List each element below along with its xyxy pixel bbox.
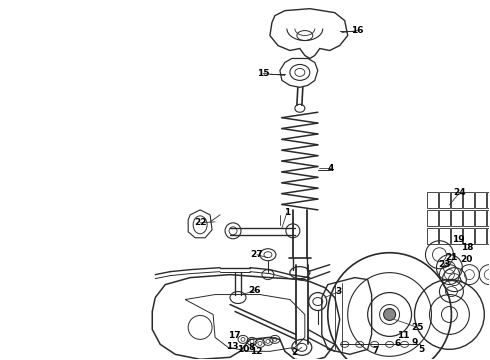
Text: 25: 25: [411, 323, 424, 332]
Text: 16: 16: [351, 26, 364, 35]
Text: 20: 20: [460, 255, 472, 264]
Bar: [451, 210, 463, 226]
Text: 5: 5: [418, 345, 425, 354]
Text: 22: 22: [194, 218, 206, 227]
Text: 7: 7: [372, 346, 379, 355]
Bar: [488, 228, 490, 244]
Text: 18: 18: [461, 243, 474, 252]
Bar: [427, 210, 439, 226]
Bar: [440, 192, 450, 208]
Bar: [440, 210, 450, 226]
Bar: [464, 210, 474, 226]
Text: 11: 11: [397, 331, 410, 340]
Text: 13: 13: [226, 342, 238, 351]
Text: 24: 24: [453, 188, 465, 197]
Text: 9: 9: [411, 338, 417, 347]
Text: 1: 1: [284, 208, 290, 217]
Text: 15: 15: [257, 69, 269, 78]
Text: 8: 8: [249, 343, 255, 352]
Bar: [464, 228, 474, 244]
Bar: [488, 210, 490, 226]
Bar: [451, 228, 463, 244]
Text: 27: 27: [251, 250, 263, 259]
Bar: [464, 192, 474, 208]
Bar: [451, 192, 463, 208]
Text: 21: 21: [445, 253, 458, 262]
Bar: [440, 228, 450, 244]
Bar: [475, 228, 486, 244]
Bar: [488, 192, 490, 208]
Text: 23: 23: [438, 260, 451, 269]
Text: 17: 17: [228, 331, 240, 340]
Bar: [427, 192, 439, 208]
Text: 2: 2: [292, 348, 298, 357]
Ellipse shape: [384, 309, 395, 320]
Text: 19: 19: [452, 235, 465, 244]
Text: 4: 4: [328, 163, 334, 172]
Text: 26: 26: [249, 286, 261, 295]
Text: 6: 6: [394, 339, 401, 348]
Bar: [475, 192, 486, 208]
Text: 3: 3: [336, 287, 342, 296]
Bar: [475, 210, 486, 226]
Text: 12: 12: [250, 347, 262, 356]
Bar: [427, 228, 439, 244]
Text: 10: 10: [237, 345, 249, 354]
